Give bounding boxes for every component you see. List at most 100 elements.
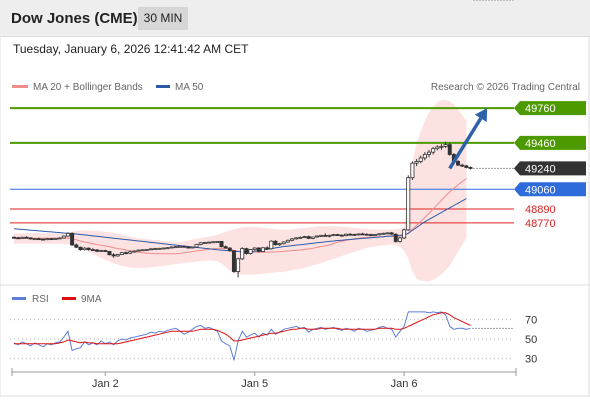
candle [244,247,249,255]
candle-body [460,164,465,167]
candle [169,246,174,249]
candle [53,237,58,240]
legend-ma9: 9MA [62,294,102,305]
candle [248,248,253,255]
level-label-1: 49460 [514,135,586,150]
candle [215,240,220,243]
candle-body [124,252,129,255]
candle [41,238,46,241]
candle [314,235,319,238]
candle-body [410,162,415,179]
chart-header: Dow Jones (CME) 30 MIN [0,0,590,37]
candle-body [331,234,336,236]
candle [227,247,232,252]
candle [460,163,465,168]
candle [418,155,423,164]
candle [20,236,25,239]
x-tick-label: Jan 2 [92,378,119,390]
candle [140,249,145,252]
legend-ma9-label: 9MA [81,294,102,305]
candle-body [111,254,116,257]
candle-body [402,229,407,239]
candle [28,237,33,240]
candle-body [368,234,373,236]
candle-body [82,247,87,251]
candle-body [281,241,286,245]
candle-body [49,238,54,241]
candle-body [215,241,220,243]
candle-body [157,247,162,250]
candle-body [319,234,324,237]
candle [260,247,265,253]
candle [443,141,448,149]
level-label-4-text: 48770 [525,218,556,230]
candle [252,247,257,251]
candle-body [335,234,340,236]
candle-body [248,249,253,254]
candle-body [381,232,386,235]
forecast-arrow-shaft [448,117,483,170]
candle-body [57,237,62,240]
rsi-line [13,311,471,361]
candle [356,233,361,236]
candle [343,233,348,237]
candle [435,145,440,151]
candle [74,243,79,249]
candle-body [468,167,473,169]
candles [11,0,514,278]
level-label-0: 49760 [514,101,586,116]
candle [173,246,178,249]
candle-body [456,161,461,166]
candle [339,234,344,237]
candle [24,236,29,239]
candle [144,248,149,251]
candle [57,237,62,240]
level-label-2-text: 49060 [525,184,556,196]
candle-body [107,250,112,256]
legend-ma50: MA 50 [156,82,204,93]
candle-body [385,232,390,235]
candle [389,231,394,235]
candle-body [273,240,278,246]
candle-body [327,234,332,237]
level-label-2-box [514,182,586,197]
candle [16,236,21,240]
candle-body [277,243,282,246]
candle [439,144,444,150]
candle-body [186,246,191,249]
candle-body [236,258,241,272]
forecast-arrow [448,108,488,170]
candle-body [99,250,104,252]
candle-body [198,242,203,245]
candle [273,240,278,246]
legend-rsi-swatch [12,297,26,300]
candle-body [202,242,207,244]
last-price-label-box [514,161,586,176]
candle [190,246,195,249]
level-label-4: 48770 [525,218,556,230]
x-tick-label: Jan 5 [241,378,268,390]
candle [128,250,133,254]
candle [95,248,100,253]
candle-body [265,247,270,250]
rsi-tick-label: 70 [525,315,537,327]
candle [194,243,199,248]
legend-rsi: RSI [12,294,49,305]
candle [207,241,212,244]
candle [277,242,282,246]
candle-body [269,240,274,250]
ma9-line [14,312,471,345]
bollinger-band-area [14,100,467,282]
credit-label: Research © 2026 Trading Central [431,82,580,93]
interval-badge[interactable]: 30 MIN [138,7,188,30]
candle-body [161,247,166,250]
candle [236,257,241,278]
candle [285,239,290,243]
candle [124,251,129,255]
candle [49,237,54,241]
candle-body [431,148,436,153]
candle [219,240,224,248]
instrument-title: Dow Jones (CME) [11,10,138,27]
candle-body [140,249,145,252]
candle-body [290,238,295,241]
